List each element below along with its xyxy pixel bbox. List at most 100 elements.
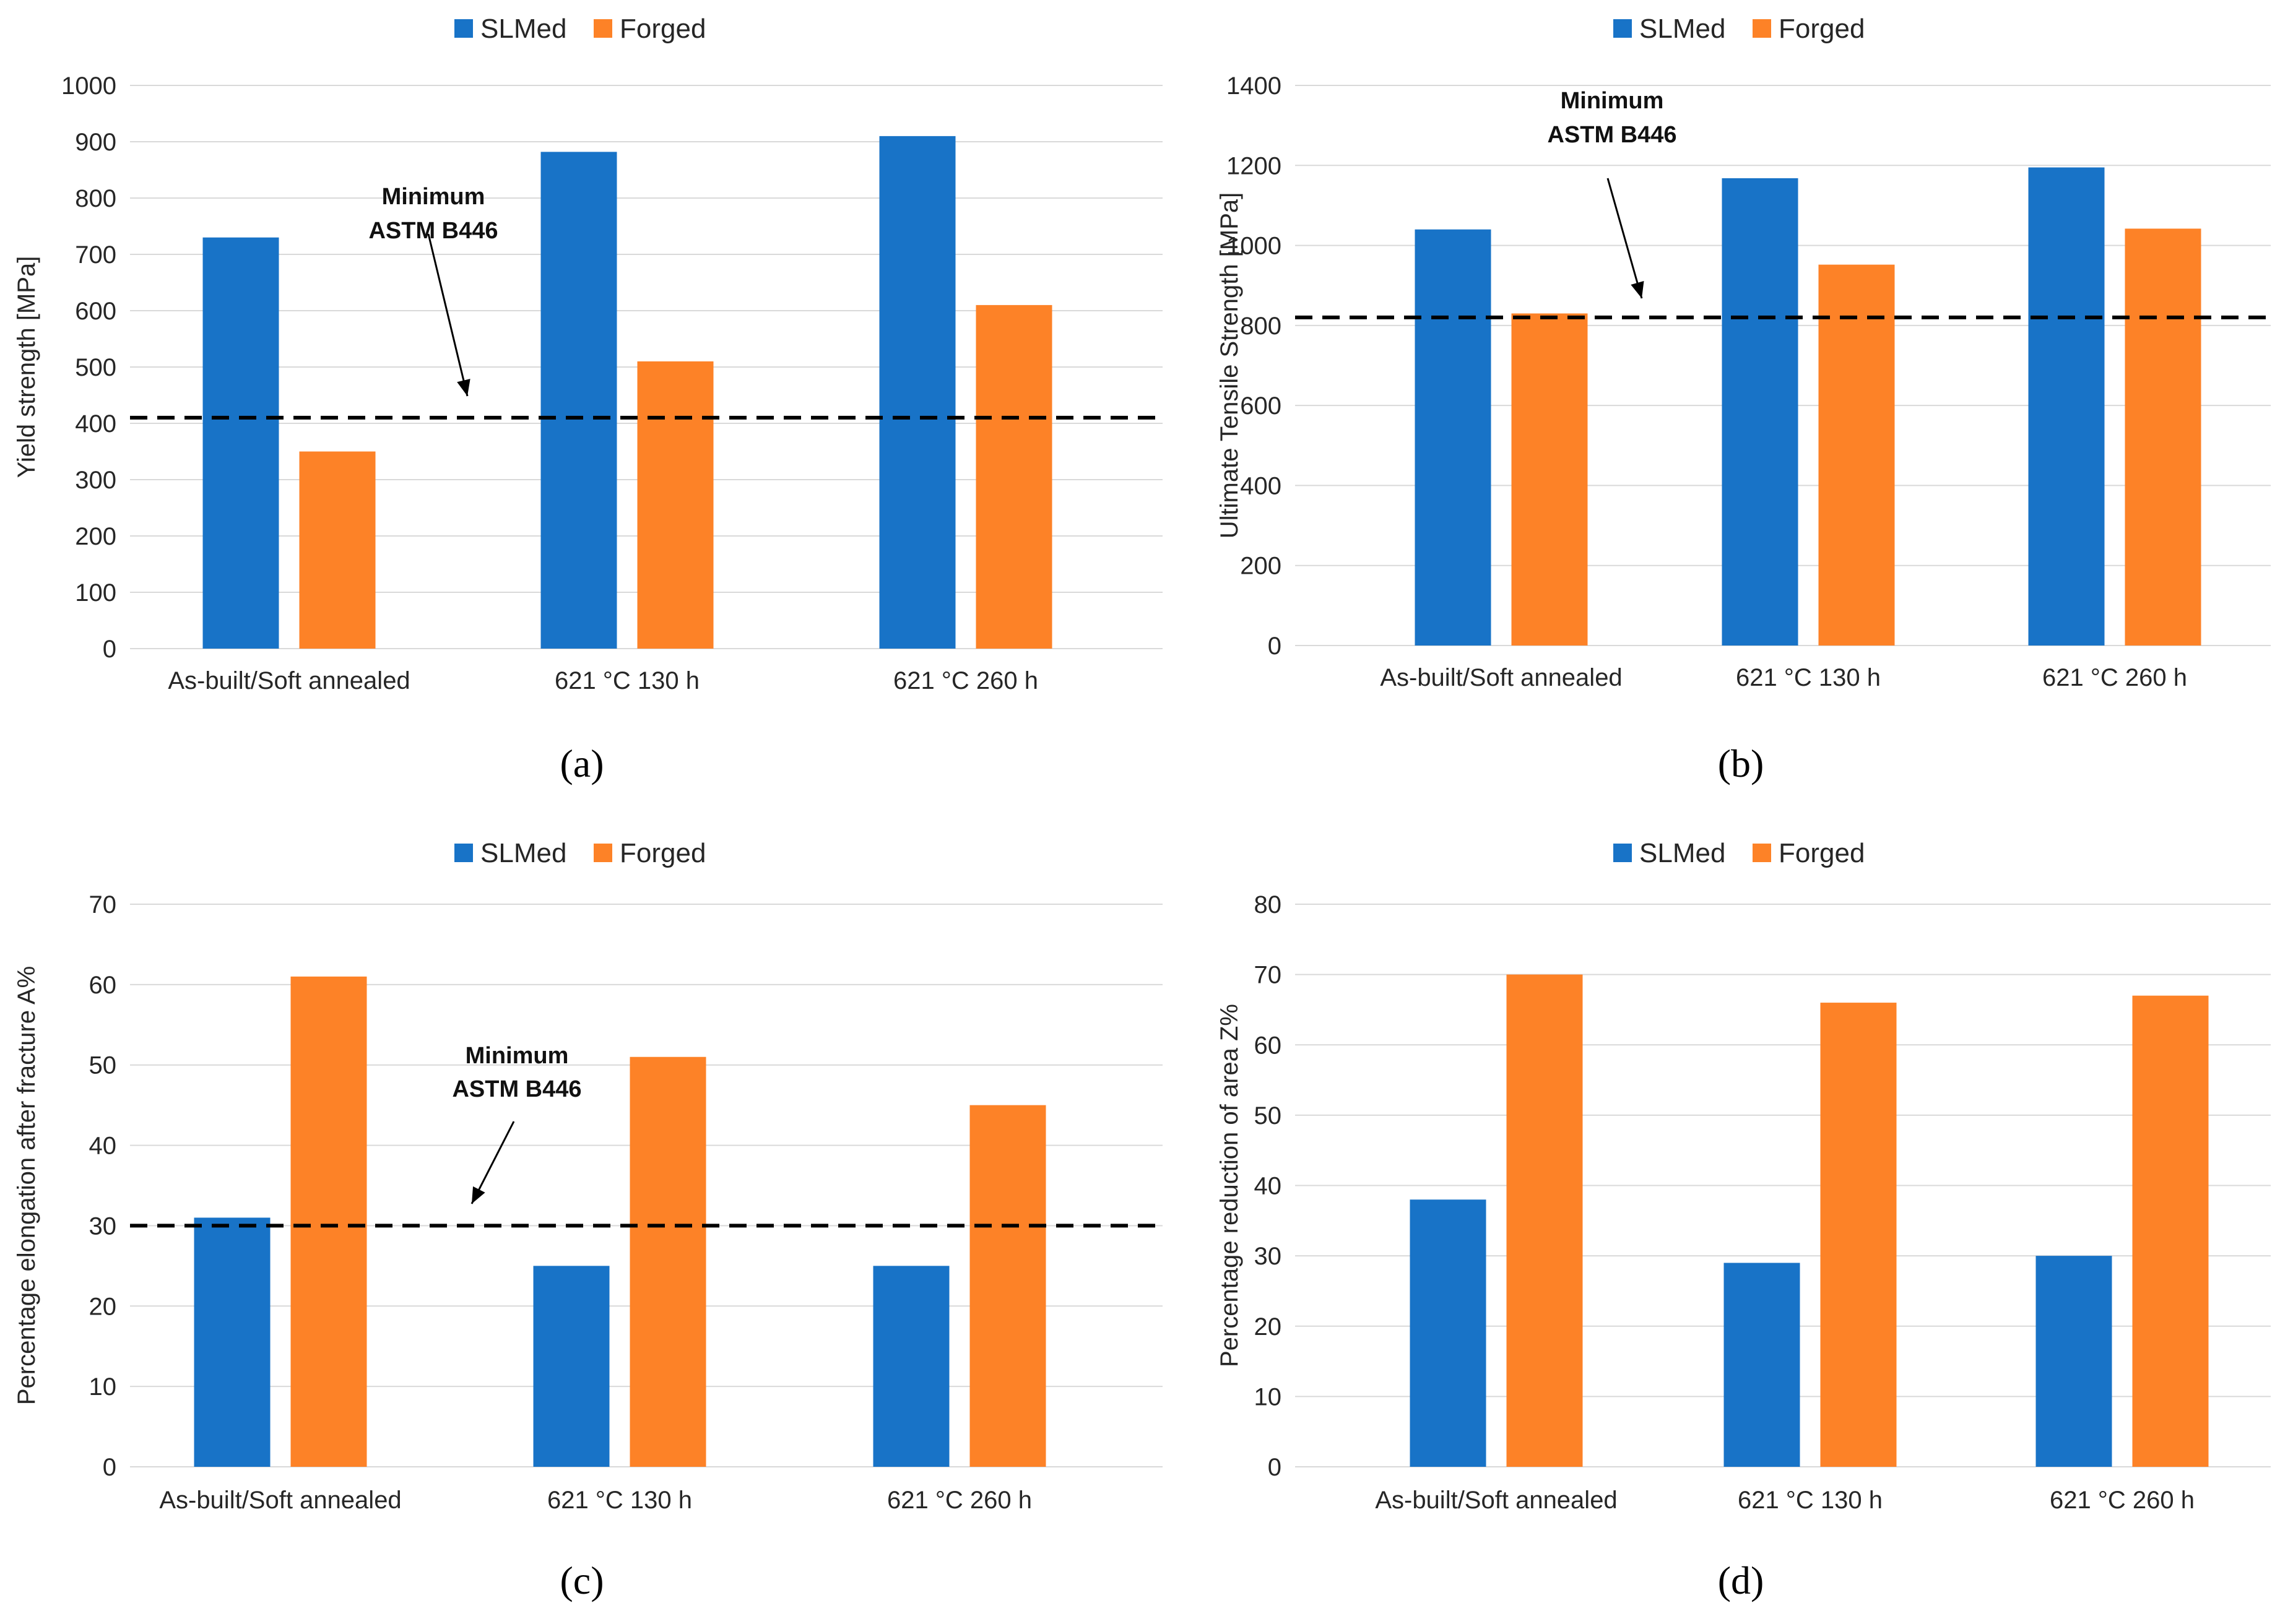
bar-forged-3 — [976, 304, 1052, 649]
legend-label-slmed: SLMed — [1639, 14, 1725, 44]
bar-slmed-2 — [1722, 178, 1798, 646]
legend-swatch-slmed — [454, 19, 473, 38]
y-tick-label: 300 — [75, 467, 116, 494]
y-tick-label: 800 — [75, 185, 116, 212]
y-tick-label: 1000 — [61, 72, 116, 100]
y-tick-label: 20 — [1254, 1313, 1282, 1341]
y-tick-label: 700 — [75, 241, 116, 269]
bar-forged-2 — [637, 361, 714, 649]
y-tick-label: 900 — [75, 129, 116, 156]
y-tick-label: 100 — [75, 579, 116, 607]
bar-forged-3 — [2125, 228, 2201, 646]
threshold-arrowhead — [1631, 280, 1644, 298]
legend-label-forged: Forged — [620, 838, 706, 868]
legend-label-slmed: SLMed — [1639, 838, 1725, 868]
chart-panel-a: 0 100 200 300 400 500 600 700 800 900 1000 Yield st… — [13, 14, 1163, 785]
y-tick-label: 400 — [1240, 472, 1281, 499]
x-tick-label: 621 °C 260 h — [887, 1487, 1032, 1514]
y-tick-label: 800 — [1240, 313, 1281, 340]
chart-panel-b: 0 200 400 600 800 1000 1200 1400 Ultimate Tensil… — [1216, 14, 2271, 785]
y-tick-label: 60 — [89, 972, 117, 999]
y-tick-label: 70 — [89, 891, 117, 918]
legend-swatch-slmed — [454, 844, 473, 862]
threshold-label: ASTM B446 — [368, 218, 498, 244]
x-tick-label: As-built/Soft annealed — [1380, 664, 1622, 691]
threshold-label: ASTM B446 — [1547, 122, 1676, 148]
y-tick-label: 30 — [1254, 1243, 1282, 1270]
chart-panel-c: 0 10 20 30 40 50 60 70 Percentage elongation aft… — [13, 838, 1163, 1602]
bar-slmed-3 — [873, 1266, 950, 1467]
y-axis-title: Ultimate Tensile Strength [MPa] — [1216, 192, 1243, 539]
x-tick-label: 621 °C 260 h — [2050, 1487, 2195, 1514]
y-tick-label: 1000 — [1226, 233, 1281, 260]
chart-panel-d: 0 10 20 30 40 50 60 70 80 Percentage reduction of… — [1216, 838, 2271, 1602]
bar-slmed-3 — [2028, 167, 2105, 646]
bar-forged-2 — [630, 1056, 706, 1467]
x-tick-label: 621 °C 130 h — [555, 667, 700, 694]
threshold-label: Minimum — [466, 1043, 569, 1069]
y-axis-title: Yield strength [MPa] — [13, 256, 40, 478]
bar-slmed-1 — [1410, 1199, 1486, 1467]
threshold-arrow — [1606, 178, 1643, 299]
x-tick-label: As-built/Soft annealed — [1375, 1487, 1617, 1514]
legend-label-slmed: SLMed — [480, 14, 566, 44]
bar-slmed-1 — [1415, 229, 1491, 646]
y-tick-label: 0 — [1268, 633, 1281, 660]
legend-swatch-forged — [594, 844, 612, 862]
legend-swatch-forged — [594, 19, 612, 38]
threshold-label: ASTM B446 — [452, 1076, 581, 1102]
x-tick-label: 621 °C 260 h — [893, 667, 1038, 694]
legend-label-forged: Forged — [1779, 14, 1865, 44]
y-tick-label: 400 — [75, 410, 116, 438]
legend-label-forged: Forged — [620, 14, 706, 44]
bar-forged-2 — [1820, 1003, 1897, 1467]
y-tick-label: 0 — [103, 636, 116, 663]
x-tick-label: 621 °C 130 h — [1736, 664, 1881, 691]
panel-label: (b) — [1718, 741, 1764, 785]
bar-slmed-2 — [533, 1266, 610, 1467]
panel-label: (c) — [560, 1558, 604, 1602]
legend-swatch-forged — [1753, 19, 1771, 38]
bar-slmed-1 — [194, 1217, 271, 1467]
y-tick-label: 40 — [89, 1133, 117, 1160]
bar-slmed-3 — [2035, 1256, 2112, 1467]
x-tick-label: As-built/Soft annealed — [168, 667, 410, 694]
y-tick-label: 50 — [1254, 1102, 1282, 1129]
bar-slmed-1 — [202, 237, 279, 649]
y-tick-label: 60 — [1254, 1032, 1282, 1059]
legend-label-slmed: SLMed — [480, 838, 566, 868]
x-tick-label: 621 °C 260 h — [2042, 664, 2187, 691]
y-tick-label: 0 — [1268, 1454, 1281, 1481]
bar-forged-1 — [290, 976, 367, 1467]
threshold-arrowhead — [457, 379, 470, 396]
y-tick-label: 500 — [75, 354, 116, 381]
y-tick-label: 10 — [89, 1373, 117, 1401]
bar-forged-1 — [1506, 974, 1583, 1467]
y-tick-label: 1400 — [1226, 72, 1281, 100]
x-tick-label: As-built/Soft annealed — [159, 1487, 401, 1514]
bar-slmed-3 — [879, 136, 956, 649]
y-tick-label: 0 — [103, 1454, 116, 1481]
y-tick-label: 1200 — [1226, 152, 1281, 179]
x-tick-label: 621 °C 130 h — [1738, 1487, 1883, 1514]
x-tick-label: 621 °C 130 h — [547, 1487, 692, 1514]
bar-forged-3 — [969, 1105, 1046, 1467]
y-tick-label: 30 — [89, 1212, 117, 1240]
y-axis-title: Percentage reduction of area Z% — [1216, 1004, 1243, 1367]
bar-forged-3 — [2132, 995, 2209, 1467]
bar-forged-2 — [1818, 264, 1895, 646]
y-tick-label: 600 — [75, 298, 116, 325]
threshold-label: Minimum — [382, 184, 485, 210]
panel-label: (a) — [560, 741, 604, 785]
legend-label-forged: Forged — [1779, 838, 1865, 868]
bar-forged-1 — [1511, 313, 1588, 646]
y-tick-label: 80 — [1254, 891, 1282, 918]
legend-swatch-slmed — [1613, 844, 1632, 862]
threshold-arrowhead — [472, 1186, 485, 1204]
panel-label: (d) — [1718, 1558, 1764, 1602]
legend-swatch-forged — [1753, 844, 1771, 862]
y-tick-label: 600 — [1240, 392, 1281, 420]
threshold-arrow — [427, 233, 469, 397]
bar-slmed-2 — [540, 152, 617, 649]
y-tick-label: 40 — [1254, 1173, 1282, 1200]
